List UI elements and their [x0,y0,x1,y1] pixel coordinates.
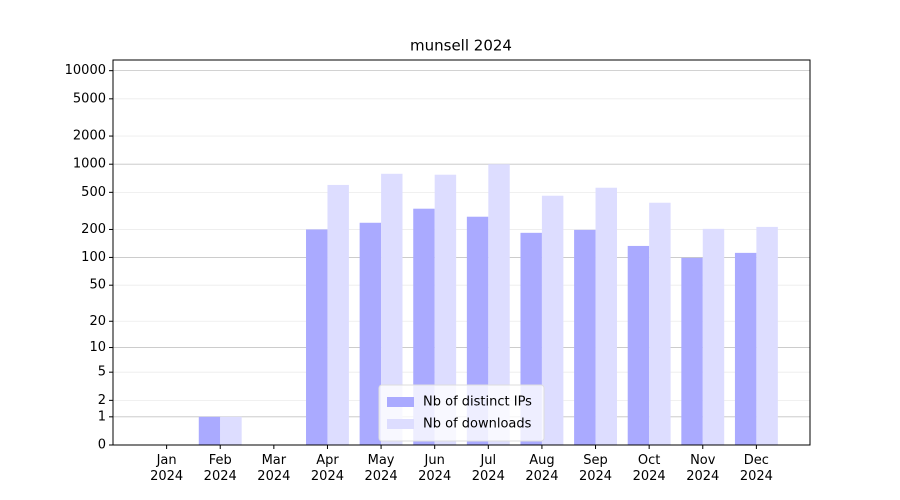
bar [595,187,617,445]
x-tick-label: Feb 2024 [203,453,237,484]
bar [327,184,349,446]
x-tick-label: Dec 2024 [739,453,773,484]
grid [113,70,810,446]
legend-swatch [387,397,414,407]
y-tick-label: 2 [98,393,106,408]
y-tick-label: 200 [81,222,106,237]
bar [541,195,564,445]
y-tick-label: 500 [81,185,106,200]
x-tick-label: May 2024 [364,453,398,484]
bar [649,202,671,445]
legend-box [378,384,545,442]
y-tick-label: 20 [89,314,106,329]
bar [220,416,242,445]
y-tick-label: 5000 [73,91,106,106]
y-tick-label: 10 [89,340,106,355]
bar [381,173,403,445]
legend-label: Nb of downloads [423,417,532,432]
x-tick-label: Aug 2024 [525,453,559,484]
chart-title: munsell 2024 [410,37,512,55]
x-tick-label: Jul 2024 [471,453,505,484]
y-tick-label: 2000 [73,129,106,144]
x-tick-label: Sep 2024 [578,453,613,484]
y-tick-label: 1000 [73,157,106,172]
bar [488,164,510,446]
y-tick-label: 5 [98,365,106,380]
bar [359,222,382,445]
bar [734,252,757,445]
y-tick-label: 0 [98,438,106,453]
bar [681,257,703,445]
y-tick-label: 1 [98,409,106,424]
legend-label: Nb of distinct IPs [423,395,532,410]
legend-swatch [387,419,414,429]
x-tick-label: Jan 2024 [150,453,184,484]
bar [627,245,650,445]
bar [198,416,221,445]
x-tick-label: Nov 2024 [686,453,720,484]
x-tick-label: Apr 2024 [310,453,344,484]
bar [574,229,596,445]
plot-frame [112,59,811,446]
bar [306,229,328,445]
x-tick-label: Oct 2024 [632,453,666,484]
legend: Nb of distinct IPs Nb of downloads [378,384,545,442]
bar [756,226,778,445]
y-tick-label: 50 [89,278,106,293]
bar [702,228,725,445]
x-tick-label: Jun 2024 [418,453,452,484]
y-tick-label: 100 [81,250,106,265]
x-tick-label: Mar 2024 [257,453,291,484]
y-tick-label: 10000 [65,63,106,78]
bar [434,174,457,445]
